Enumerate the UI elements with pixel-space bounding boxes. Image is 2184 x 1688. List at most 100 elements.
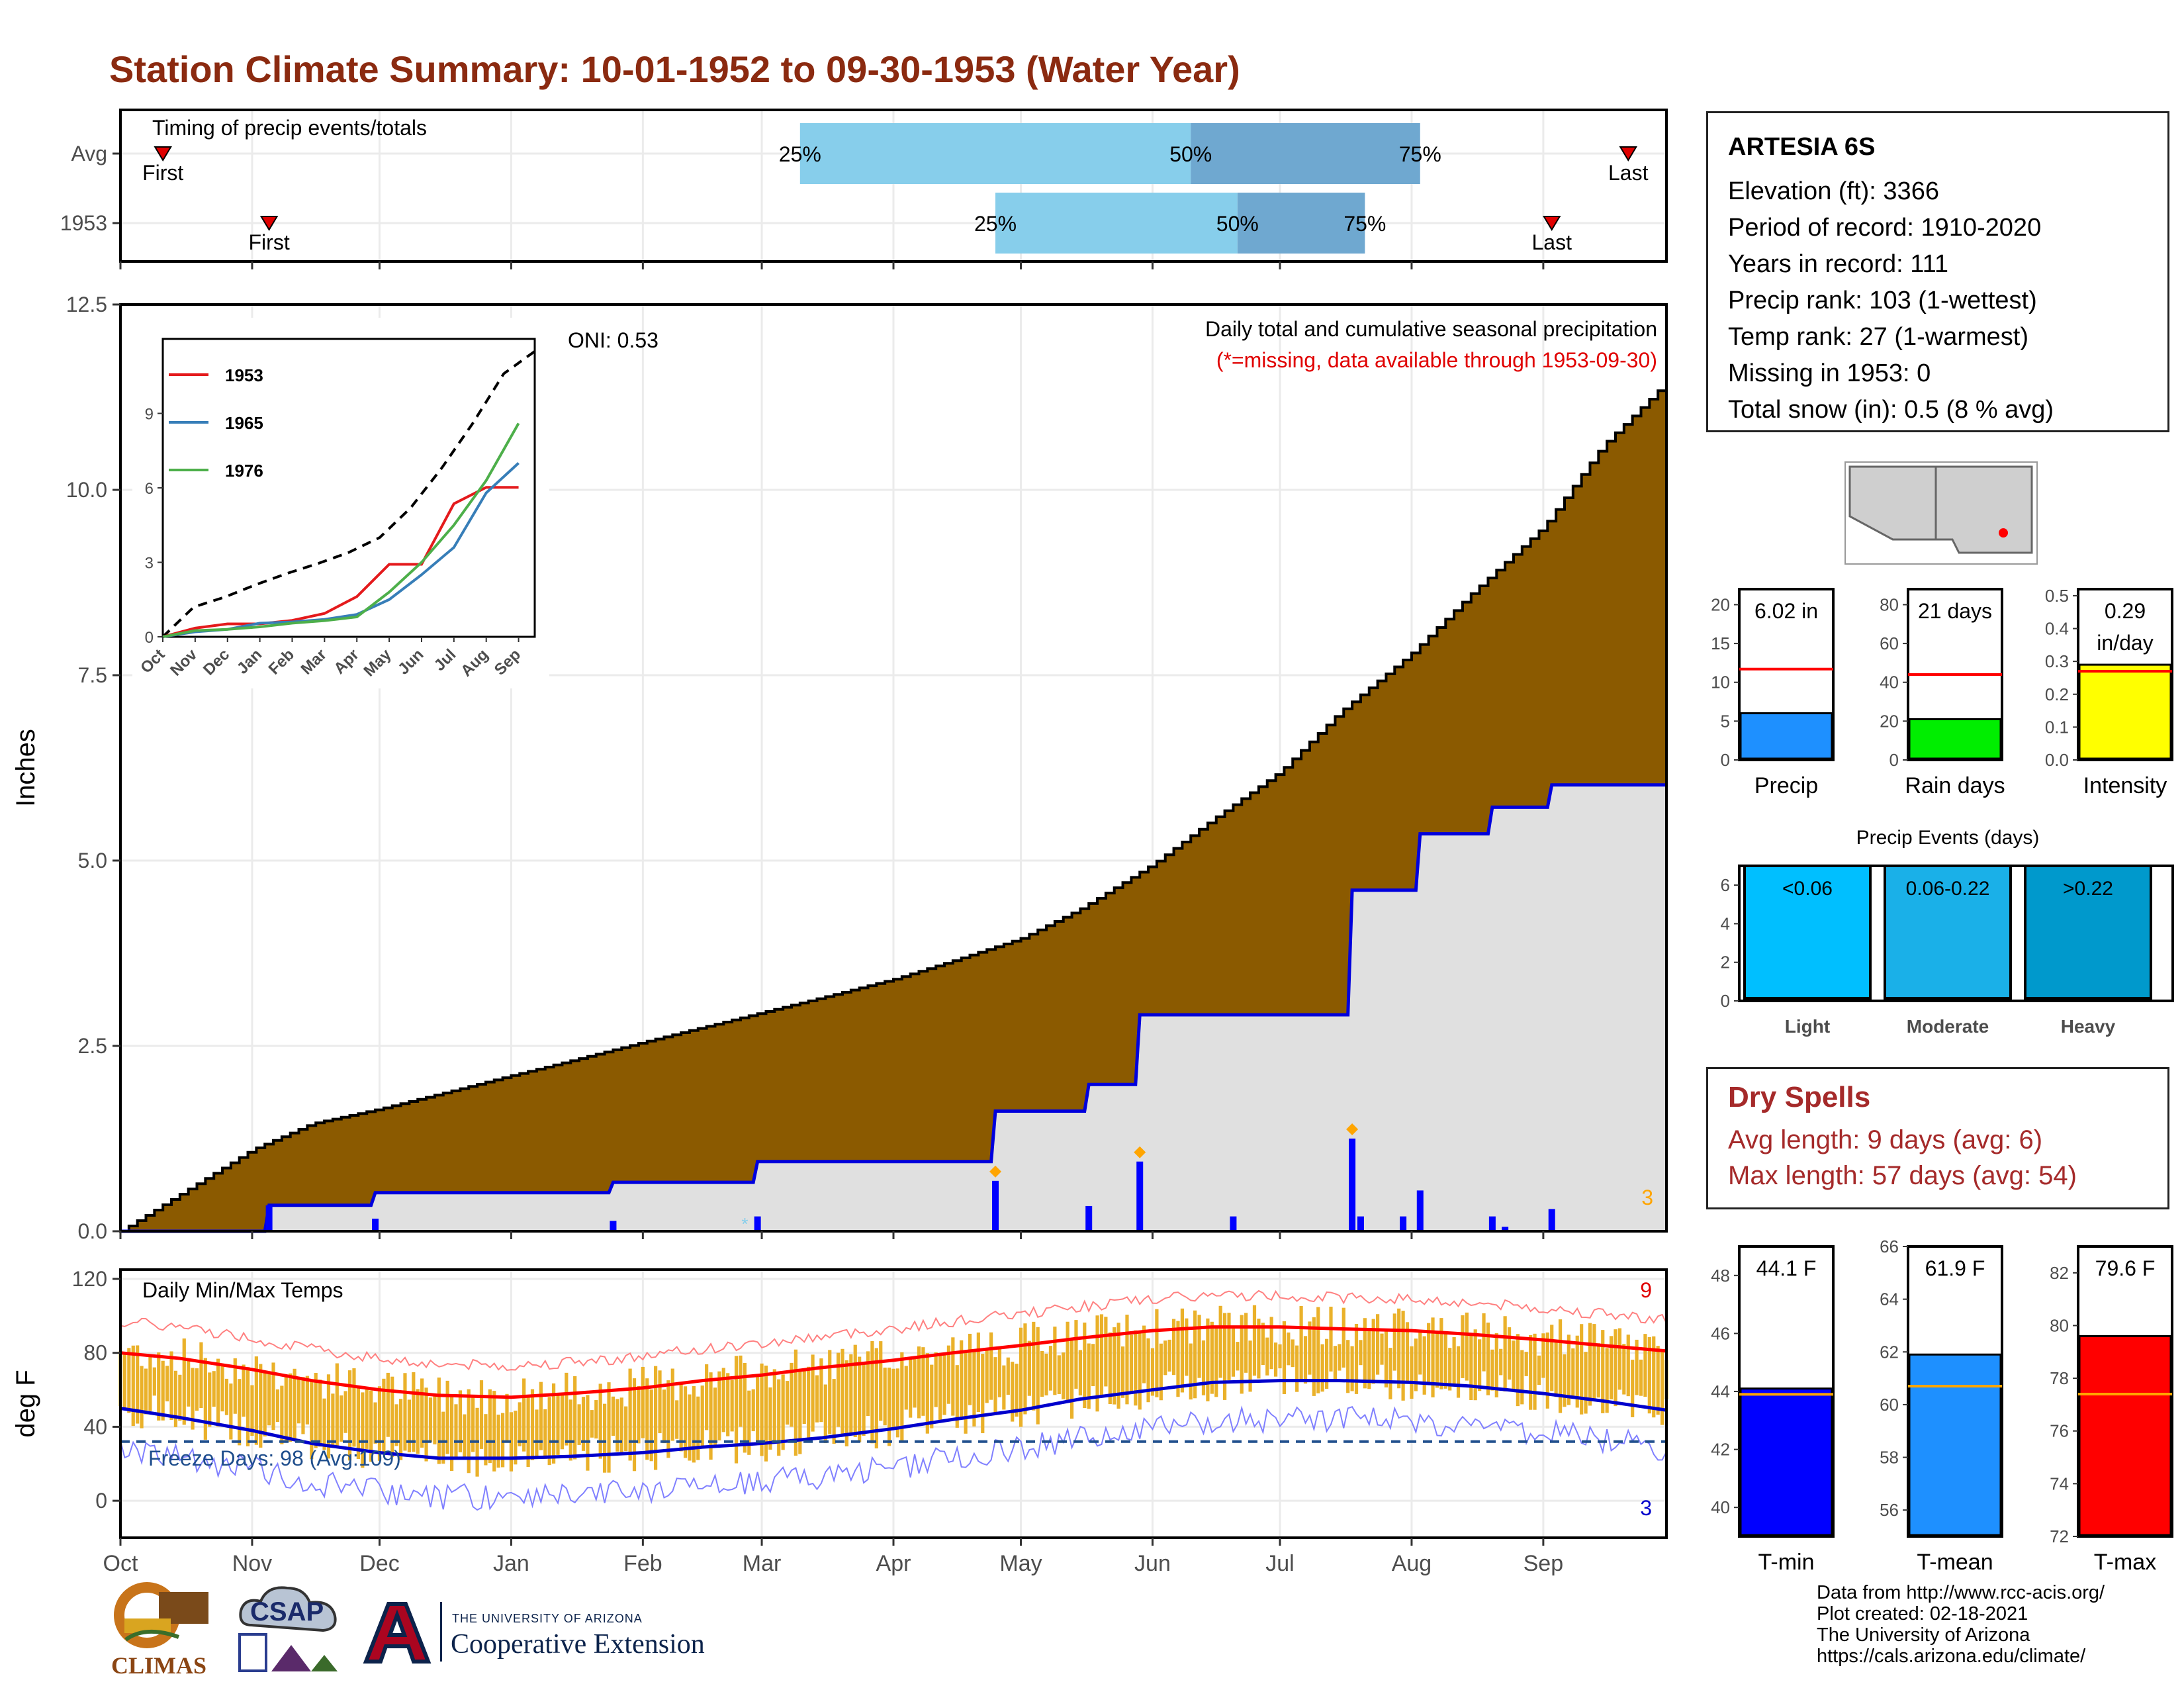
temp-daily-range-bar [1346, 1340, 1350, 1393]
temp-daily-range-bar [152, 1367, 156, 1396]
temp-daily-range-bar [1614, 1329, 1617, 1407]
temp-daily-range-bar [615, 1399, 619, 1452]
temp-xtick-label: Jul [1265, 1551, 1294, 1576]
precip-annotation: Daily total and cumulative seasonal prec… [1205, 317, 1657, 341]
tmean-ytick-label: 56 [1880, 1500, 1899, 1520]
timing-pct-label: 25% [779, 142, 821, 166]
station-info-box: ARTESIA 6S Elevation (ft): 3366 Period o… [1706, 111, 2169, 432]
dry-spells-box: Dry Spells Avg length: 9 days (avg: 6) M… [1706, 1067, 2169, 1209]
tmin-ytick-label: 40 [1711, 1497, 1730, 1517]
events-ytick-label: 6 [1721, 875, 1730, 895]
ua-logo[interactable]: THE UNIVERSITY OF ARIZONA Cooperative Ex… [361, 1599, 745, 1671]
precip-ylabel: Inches [11, 729, 40, 807]
temp-daily-range-bar [242, 1364, 246, 1417]
tmax-ytick-label: 78 [2050, 1368, 2069, 1388]
temp-daily-range-bar [522, 1378, 526, 1452]
temp-daily-range-bar [136, 1345, 140, 1424]
timing-first-marker [259, 216, 279, 231]
temp-daily-range-bar [488, 1389, 492, 1464]
temp-daily-range-bar [904, 1366, 908, 1410]
inset-legend-label: 1976 [225, 461, 263, 481]
temp-daily-range-bar [394, 1404, 398, 1446]
temp-daily-range-bar [275, 1389, 280, 1423]
precip_total-ytick-label: 5 [1721, 711, 1730, 731]
csap-logo[interactable]: CSAP [232, 1579, 351, 1685]
temp-daily-range-bar [1584, 1352, 1588, 1414]
temp-daily-range-bar [1210, 1321, 1214, 1394]
temp-daily-range-bar [1167, 1339, 1171, 1372]
temp-daily-range-bar [862, 1362, 866, 1436]
temp-ytick-label: 120 [72, 1267, 107, 1291]
temp-daily-range-bar [590, 1410, 594, 1438]
temp-daily-range-bar [1269, 1317, 1273, 1370]
temp-daily-range-bar [479, 1380, 484, 1449]
dry-spells-title: Dry Spells [1728, 1081, 1871, 1113]
temp-daily-range-bar [981, 1354, 985, 1434]
temp-daily-range-bar [449, 1395, 454, 1472]
temp-daily-range-bar [1448, 1348, 1452, 1391]
temp-daily-range-bar [968, 1333, 972, 1405]
temp-daily-range-bar [917, 1346, 921, 1419]
temp-daily-range-bar [1257, 1319, 1261, 1379]
temp-daily-range-bar [254, 1356, 258, 1445]
temp-daily-range-bar [658, 1370, 662, 1434]
temp-daily-range-bar [1439, 1318, 1443, 1389]
intensity-ytick-label: 0.1 [2045, 717, 2069, 737]
temp-daily-range-bar [1083, 1322, 1087, 1409]
temp-daily-range-bar [581, 1397, 586, 1451]
temp-xtick-label: Jan [493, 1551, 529, 1576]
temp-daily-range-bar [1091, 1344, 1095, 1386]
temp-daily-range-bar [1185, 1318, 1189, 1376]
inset-ytick-label: 6 [145, 480, 154, 498]
climas-logo-icon [114, 1582, 208, 1648]
temp-daily-range-bar [1180, 1308, 1184, 1393]
temp-daily-range-bar [1524, 1352, 1528, 1376]
temp-daily-range-bar [1414, 1338, 1418, 1391]
tmin-value-label: 44.1 F [1756, 1256, 1817, 1280]
temp-daily-range-bar [641, 1366, 645, 1438]
climas-logo[interactable]: CLIMAS [106, 1579, 222, 1685]
temp-daily-range-bar [1558, 1319, 1563, 1413]
temp-daily-range-bar [1367, 1328, 1371, 1389]
timing-row-label: 1953 [60, 211, 107, 235]
intensity-value-label-2: in/day [2097, 631, 2153, 655]
temp-daily-range-bar [1099, 1314, 1104, 1398]
temp-daily-range-bar [1342, 1307, 1345, 1368]
temp-daily-range-bar [1371, 1319, 1375, 1384]
temp-daily-range-bar [921, 1347, 925, 1416]
temp-daily-range-bar [1236, 1342, 1240, 1371]
timing-title: Timing of precip events/totals [152, 116, 427, 140]
temp-daily-range-bar [726, 1373, 730, 1436]
temp-daily-range-bar [407, 1399, 411, 1452]
temp-daily-range-bar [1541, 1333, 1545, 1378]
temp-daily-range-bar [823, 1384, 827, 1444]
temp-daily-range-bar [131, 1345, 135, 1427]
temp-xtick-label: Feb [623, 1551, 662, 1576]
temp-daily-range-bar [747, 1390, 751, 1455]
precip_total-ytick-label: 10 [1711, 673, 1730, 692]
temp-daily-range-bar [148, 1356, 152, 1411]
temp-daily-range-bar [1473, 1329, 1477, 1401]
temp-daily-range-bar [679, 1382, 683, 1452]
temp-ylabel: deg F [11, 1370, 40, 1437]
temp-daily-range-bar [428, 1397, 433, 1442]
temp-daily-range-bar [1206, 1318, 1210, 1401]
temp-daily-range-bar [377, 1386, 382, 1461]
inset-legend-label: 1953 [225, 365, 263, 385]
temp-daily-range-bar [909, 1357, 913, 1418]
temp-daily-range-bar [819, 1358, 823, 1423]
temp-daily-range-bar [1078, 1350, 1082, 1396]
temp-daily-range-bar [122, 1353, 127, 1409]
temp-avg-min-line [120, 1379, 1667, 1460]
temp-daily-range-bar [1380, 1333, 1384, 1365]
temp-daily-range-bar [178, 1374, 182, 1421]
inset-legend-label: 1965 [225, 413, 263, 433]
precip_total-xlabel: Precip [1754, 773, 1818, 798]
csap-logo-text: CSAP [250, 1597, 324, 1626]
temp-daily-range-bar [866, 1351, 870, 1417]
inset-ytick-label: 3 [145, 555, 154, 573]
temp-daily-range-bar [1299, 1305, 1303, 1380]
temp-min-record-count: 3 [1640, 1496, 1652, 1520]
temp-daily-range-bar [212, 1371, 216, 1407]
temp-record-high-line [120, 1289, 1667, 1372]
